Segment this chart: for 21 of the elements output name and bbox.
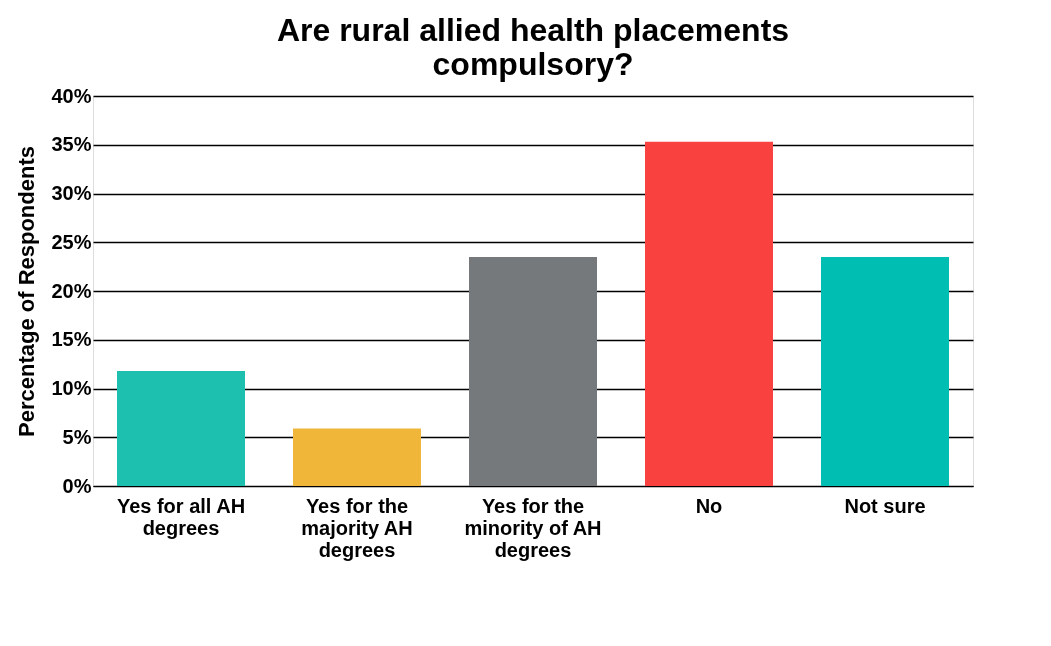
y-tick-label: 10% <box>51 377 92 399</box>
y-tick-label: 25% <box>51 230 92 253</box>
x-tick-label: Yes for the minority of AH degrees <box>464 494 602 561</box>
bar <box>293 428 421 486</box>
y-tick-label: 20% <box>51 279 92 302</box>
x-tick-label: Yes for the majority AH degrees <box>301 494 413 561</box>
x-tick-label: No <box>695 494 723 517</box>
bar <box>117 370 245 486</box>
chart-title: Are rural allied health placements compulsory? <box>276 12 790 82</box>
y-tick-label: 5% <box>62 425 92 448</box>
y-axis-title: Percentage of Respondents <box>14 146 40 437</box>
x-tick-label: Yes for all AH degrees <box>116 494 246 539</box>
y-tick-label: 40% <box>51 84 92 107</box>
bar <box>469 256 597 486</box>
y-tick-label: 35% <box>51 133 92 156</box>
y-tick-label: 15% <box>51 328 92 351</box>
bar <box>821 256 949 486</box>
y-tick-label: 30% <box>51 182 92 204</box>
x-tick-label: Not sure <box>844 494 926 517</box>
bar <box>645 141 773 486</box>
y-tick-label: 0% <box>62 474 92 497</box>
